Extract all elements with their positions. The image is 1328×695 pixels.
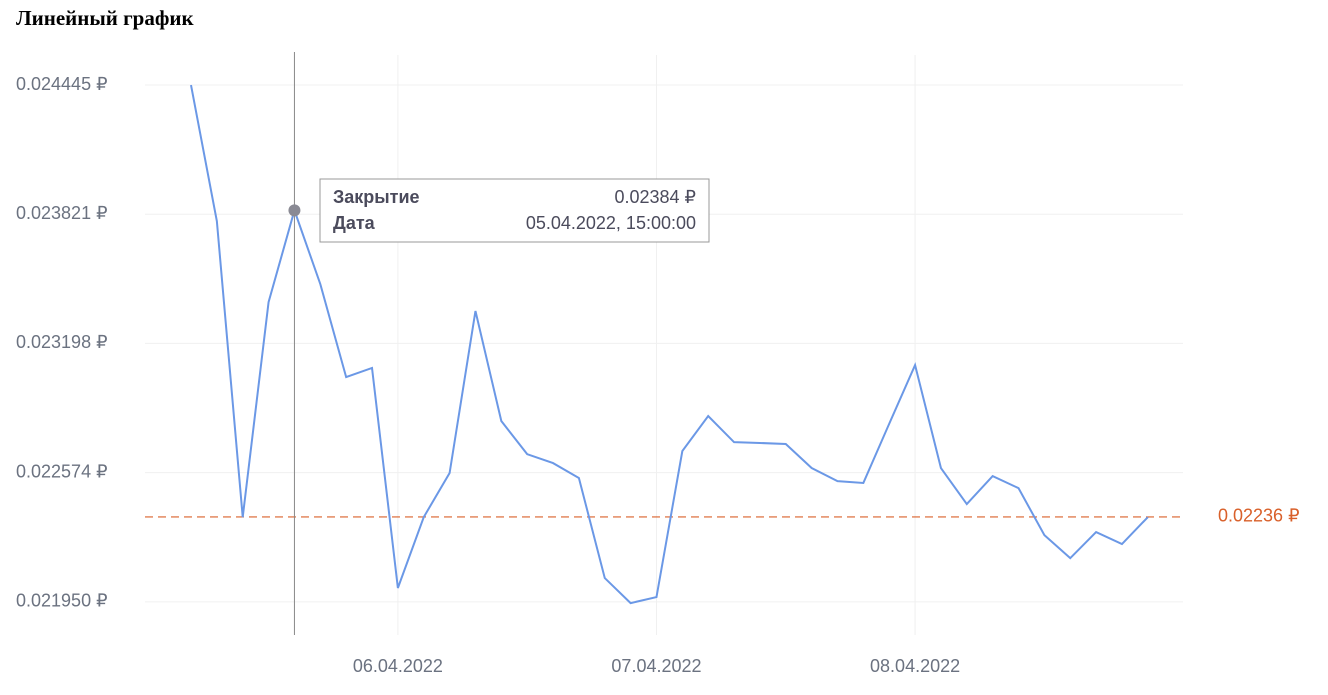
x-tick-label: 07.04.2022: [611, 656, 701, 676]
tooltip: Закрытие 0.02384 ₽ Дата 05.04.2022, 15:00:0…: [319, 178, 710, 243]
y-tick-label: 0.023198 ₽: [16, 332, 108, 352]
line: [190, 84, 1149, 605]
x-tick-label: 08.04.2022: [870, 656, 960, 676]
hover-point: [288, 204, 301, 217]
tooltip-box: [319, 178, 710, 243]
tooltip-label: Дата: [333, 213, 376, 233]
x-tick-label: 06.04.2022: [353, 656, 443, 676]
y-tick-label: 0.023821 ₽: [16, 203, 108, 223]
tooltip-value: 0.02384 ₽: [614, 187, 696, 207]
tooltip-label: Закрытие: [333, 187, 420, 207]
chart-title: Линейный график: [16, 6, 194, 30]
reference-label: 0.02236 ₽: [1218, 506, 1300, 526]
tooltip-value: 05.04.2022, 15:00:00: [526, 213, 696, 233]
y-tick-label: 0.024445 ₽: [16, 74, 108, 94]
y-tick-label: 0.022574 ₽: [16, 461, 108, 481]
y-tick-label: 0.021950 ₽: [16, 591, 108, 611]
